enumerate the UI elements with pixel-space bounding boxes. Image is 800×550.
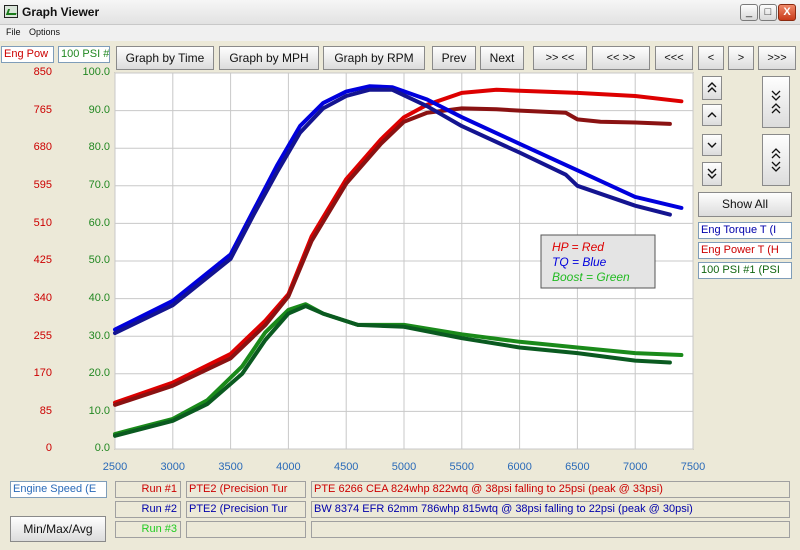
boost-axis-tick: 10.0: [88, 405, 110, 417]
left-axis-tick: 680: [33, 141, 52, 153]
minimize-button[interactable]: _: [740, 4, 758, 21]
run-1-label[interactable]: Run #1: [115, 481, 181, 498]
zoom-out-button[interactable]: << >>: [592, 46, 650, 70]
title-bar: Graph Viewer _ □ X: [0, 0, 800, 25]
scroll-right-button[interactable]: >: [728, 46, 754, 70]
left-axis-tick: 510: [33, 217, 52, 229]
x-axis-tick-label: 6000: [507, 461, 531, 473]
scroll-far-right-button[interactable]: >>>: [758, 46, 796, 70]
x-axis-tick-label: 2500: [103, 461, 127, 473]
prev-button[interactable]: Prev: [432, 46, 476, 70]
boost-axis-tick: 40.0: [88, 292, 110, 304]
boost-axis-tick: 20.0: [88, 367, 110, 379]
window-title: Graph Viewer: [22, 5, 100, 19]
legend: HP = Red TQ = Blue Boost = Green: [540, 234, 656, 289]
right-channel-label[interactable]: 100 PSI #: [58, 46, 110, 63]
double-chevron-down-icon: [707, 168, 717, 179]
scroll-up-fast-button[interactable]: [702, 76, 722, 100]
min-max-avg-button[interactable]: Min/Max/Avg: [10, 516, 106, 542]
chevron-down-icon: [707, 142, 717, 148]
graph-app-icon: [4, 5, 18, 18]
series-line-boost-run-2: [113, 304, 672, 438]
x-axis-tick-label: 5500: [450, 461, 474, 473]
run-3-label[interactable]: Run #3: [115, 521, 181, 538]
run-3-description[interactable]: [311, 521, 790, 538]
menu-options[interactable]: Options: [29, 27, 61, 37]
boost-axis-tick: 50.0: [88, 254, 110, 266]
legend-tq: TQ = Blue: [552, 255, 607, 269]
zoom-in-button[interactable]: >> <<: [533, 46, 587, 70]
zoom-vertical-out-button[interactable]: [762, 134, 790, 186]
series-line-hp-run-2: [113, 106, 672, 407]
left-axis-tick: 255: [33, 330, 52, 342]
run-2-label[interactable]: Run #2: [115, 501, 181, 518]
menu-bar: File Options: [0, 25, 800, 41]
channel-eng-power[interactable]: Eng Power T (H: [698, 242, 792, 259]
run-1-name[interactable]: PTE2 (Precision Tur: [186, 481, 306, 498]
channel-boost[interactable]: 100 PSI #1 (PSI: [698, 262, 792, 279]
boost-axis-tick: 70.0: [88, 179, 110, 191]
boost-axis-tick: 100.0: [82, 66, 110, 78]
left-axis-tick: 85: [39, 405, 52, 417]
menu-file[interactable]: File: [6, 27, 21, 37]
scroll-far-left-button[interactable]: <<<: [655, 46, 693, 70]
boost-axis-tick: 30.0: [88, 330, 110, 342]
series-line-tq-run-2: [113, 87, 672, 336]
channel-eng-torque[interactable]: Eng Torque T (I: [698, 222, 792, 239]
double-chevron-up-icon: [707, 82, 717, 93]
left-axis-tick: 850: [33, 66, 52, 78]
boost-axis-tick: 60.0: [88, 217, 110, 229]
run-2-description[interactable]: BW 8374 EFR 62mm 786whp 815wtq @ 38psi f…: [311, 501, 790, 518]
x-axis-tick-label: 6500: [565, 461, 589, 473]
x-axis-tick-label: 3000: [161, 461, 185, 473]
left-axis-tick: 0: [45, 442, 52, 454]
scroll-left-button[interactable]: <: [698, 46, 724, 70]
left-axis-tick: 765: [33, 104, 52, 116]
vertical-zoom-in-icon: [771, 90, 781, 114]
run-3-name[interactable]: [186, 521, 306, 538]
graph-by-time-button[interactable]: Graph by Time: [116, 46, 214, 70]
legend-box: [540, 234, 656, 289]
x-axis-tick-label: 5000: [392, 461, 416, 473]
rpm-graph[interactable]: 2500 3000 3500 4000 4500 5000 5500 6000 6500 7000…: [0, 0, 800, 475]
boost-axis-tick: 0.0: [94, 442, 110, 454]
series-line-tq-run-1: [113, 84, 684, 332]
left-channel-label[interactable]: Eng Pow: [1, 46, 54, 63]
next-button[interactable]: Next: [480, 46, 524, 70]
x-axis-tick-label: 7000: [623, 461, 647, 473]
scroll-up-button[interactable]: [702, 104, 722, 126]
legend-boost: Boost = Green: [552, 270, 630, 284]
chevron-up-icon: [707, 112, 717, 118]
run-2-name[interactable]: PTE2 (Precision Tur: [186, 501, 306, 518]
legend-hp: HP = Red: [552, 240, 604, 254]
graph-by-mph-button[interactable]: Graph by MPH: [219, 46, 319, 70]
scroll-down-fast-button[interactable]: [702, 162, 722, 186]
boost-axis-tick: 80.0: [88, 141, 110, 153]
scroll-down-button[interactable]: [702, 134, 722, 156]
x-axis-tick-label: 4500: [334, 461, 358, 473]
left-axis-tick: 595: [33, 179, 52, 191]
show-all-button[interactable]: Show All: [698, 192, 792, 217]
x-axis-tick-label: 4000: [276, 461, 300, 473]
run-1-description[interactable]: PTE 6266 CEA 824whp 822wtq @ 38psi falli…: [311, 481, 790, 498]
left-axis-tick: 170: [33, 367, 52, 379]
grid-lines: [114, 72, 694, 450]
left-axis-tick: 425: [33, 254, 52, 266]
x-axis-tick-label: 3500: [218, 461, 242, 473]
maximize-button[interactable]: □: [759, 4, 777, 21]
x-axis-ticks: 2500 3000 3500 4000 4500 5000 5500 6000 6500 7000…: [103, 461, 705, 473]
series-line-hp-run-1: [113, 87, 684, 405]
close-button[interactable]: X: [778, 4, 796, 21]
series-lines: [113, 84, 684, 438]
x-axis-tick-label: 7500: [681, 461, 705, 473]
x-channel-select[interactable]: Engine Speed (E: [10, 481, 107, 498]
zoom-vertical-in-button[interactable]: [762, 76, 790, 128]
left-axis-tick: 340: [33, 292, 52, 304]
boost-axis-tick: 90.0: [88, 104, 110, 116]
graph-by-rpm-button[interactable]: Graph by RPM: [323, 46, 425, 70]
vertical-zoom-out-icon: [771, 148, 781, 172]
